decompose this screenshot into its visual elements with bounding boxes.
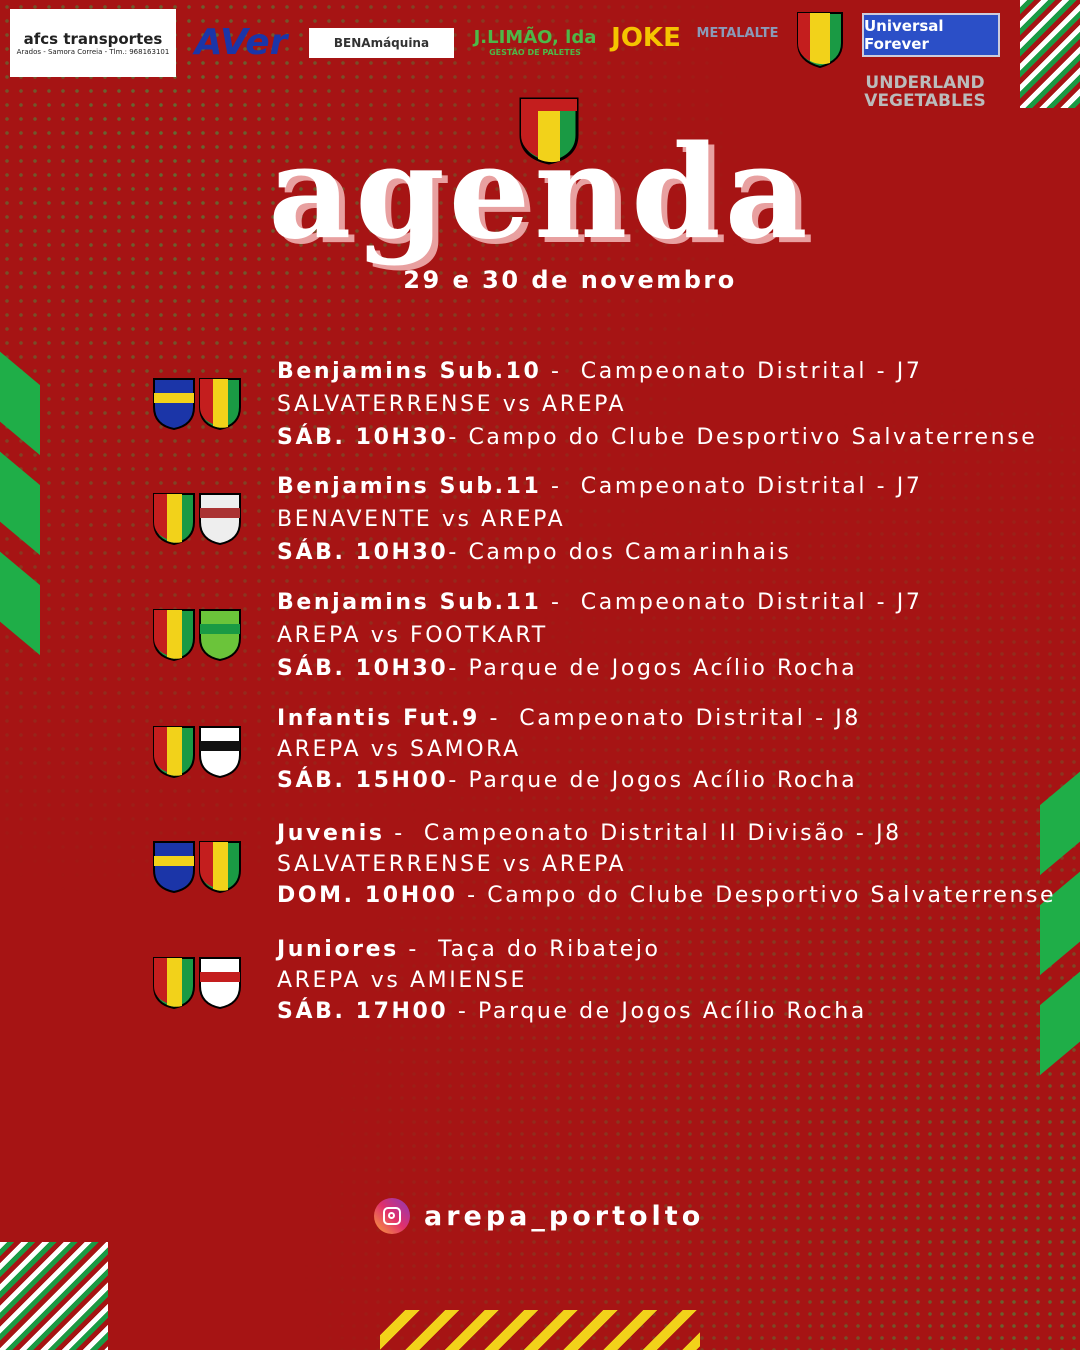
crest-left: [153, 957, 195, 1010]
instagram-icon: [374, 1198, 410, 1234]
time: SÁB. 15H00: [277, 768, 449, 793]
match: BENAVENTE vs AREPA: [277, 507, 566, 532]
game-competition-line: Benjamins Sub.11 - Campeonato Distrital …: [277, 474, 923, 499]
crest-right: [199, 609, 241, 662]
category: Juniores: [277, 937, 399, 962]
crest-right: [199, 841, 241, 894]
time: SÁB. 10H30: [277, 540, 449, 565]
venue: - Campo do Clube Desportivo Salvaterrens…: [448, 425, 1038, 450]
crest-left: [153, 493, 195, 546]
crest-right: [199, 726, 241, 779]
sponsor-underland: UNDERLAND VEGETABLES: [864, 73, 986, 111]
crest-left: [153, 378, 195, 431]
venue: - Parque de Jogos Acílio Rocha: [448, 999, 867, 1024]
game-time-venue: SÁB. 17H00 - Parque de Jogos Acílio Roch…: [277, 996, 867, 1027]
crest-right: [199, 957, 241, 1010]
match: SALVATERRENSE vs AREPA: [277, 392, 627, 417]
time: SÁB. 10H30: [277, 656, 449, 681]
arepa-crest: [519, 97, 579, 165]
category: Infantis Fut.9: [277, 706, 480, 731]
team-crests: [153, 726, 241, 779]
game-competition-line: Infantis Fut.9 - Campeonato Distrital - …: [277, 706, 861, 731]
time: DOM. 10H00: [277, 883, 458, 908]
event-date: 29 e 30 de novembro: [403, 266, 737, 294]
team-crests: [153, 609, 241, 662]
team-crests: [153, 378, 241, 431]
game-competition-line: Juvenis - Campeonato Distrital II Divisã…: [277, 821, 902, 846]
venue: - Parque de Jogos Acílio Rocha: [448, 768, 858, 793]
crest-left: [153, 726, 195, 779]
competition: Campeonato Distrital - J8: [509, 706, 861, 731]
crest-left: [153, 609, 195, 662]
sponsor-metalalte: METALALTE: [696, 25, 779, 41]
stripe-decoration: [1020, 0, 1080, 108]
team-crests: [153, 493, 241, 546]
game-time-venue: SÁB. 10H30- Campo dos Camarinhais: [277, 536, 922, 569]
venue: - Parque de Jogos Acílio Rocha: [448, 656, 858, 681]
category: Benjamins Sub.10: [277, 359, 542, 384]
crest-left: [153, 841, 195, 894]
instagram-text: arepa_portolto: [424, 1200, 705, 1232]
sponsor-jlimao: J.LIMÃO, lda GESTÃO DE PALETES: [473, 27, 597, 57]
sponsor-afcs: afcs transportes Arados - Samora Correia …: [10, 9, 176, 77]
category: Juvenis: [277, 821, 385, 846]
page-title: agenda: [268, 118, 812, 268]
sponsor-benamaquina: BENAmáquina: [309, 28, 454, 58]
game-time-venue: SÁB. 15H00- Parque de Jogos Acílio Rocha: [277, 765, 861, 796]
competition: Taça do Ribatejo: [428, 937, 661, 962]
game-competition-line: Benjamins Sub.11 - Campeonato Distrital …: [277, 590, 923, 615]
sponsor-joke: JOKE: [611, 22, 681, 53]
competition: Campeonato Distrital - J7: [571, 590, 923, 615]
sponsor-universal-forever: Universal Forever: [862, 13, 1000, 57]
category: Benjamins Sub.11: [277, 590, 542, 615]
competition: Campeonato Distrital - J7: [571, 474, 923, 499]
game-competition-line: Juniores - Taça do Ribatejo: [277, 937, 661, 962]
venue: - Campo do Clube Desportivo Salvaterrens…: [457, 883, 1057, 908]
match: AREPA vs FOOTKART: [277, 623, 548, 648]
match: SALVATERRENSE vs AREPA: [277, 852, 627, 877]
sponsor-club-crest: [795, 10, 845, 68]
venue: - Campo dos Camarinhais: [448, 540, 792, 565]
stripe-decoration: [0, 1242, 108, 1350]
sponsor-aver: AVer: [194, 22, 288, 63]
game-time-venue: SÁB. 10H30- Parque de Jogos Acílio Rocha: [277, 652, 922, 685]
competition: Campeonato Distrital - J7: [571, 359, 923, 384]
time: SÁB. 17H00: [277, 999, 449, 1024]
competition: Campeonato Distrital II Divisão - J8: [414, 821, 902, 846]
game-time-venue: SÁB. 10H30- Campo do Clube Desportivo Sa…: [277, 421, 1037, 454]
time: SÁB. 10H30: [277, 425, 449, 450]
game-time-venue: DOM. 10H00 - Campo do Clube Desportivo S…: [277, 880, 1056, 911]
instagram-handle[interactable]: arepa_portolto: [374, 1198, 704, 1234]
game-competition-line: Benjamins Sub.10 - Campeonato Distrital …: [277, 359, 923, 384]
stripe-decoration: [380, 1310, 700, 1350]
crest-right: [199, 493, 241, 546]
category: Benjamins Sub.11: [277, 474, 542, 499]
team-crests: [153, 957, 241, 1010]
crest-right: [199, 378, 241, 431]
match: AREPA vs SAMORA: [277, 737, 521, 762]
team-crests: [153, 841, 241, 894]
match: AREPA vs AMIENSE: [277, 968, 527, 993]
